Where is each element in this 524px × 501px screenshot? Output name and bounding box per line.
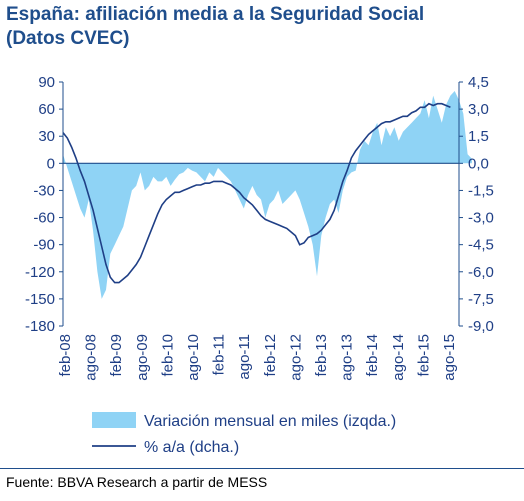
source-note: Fuente: BBVA Research a partir de MESS [6,474,268,490]
left-tick-label: 60 [38,101,55,118]
right-tick-label: 1,5 [468,128,489,145]
right-tick-label: 0,0 [468,155,489,172]
left-tick-label: 30 [38,128,55,145]
legend-label-line: % a/a (dcha.) [144,439,239,456]
right-tick-label: -7,5 [468,291,494,308]
chart-title: España: afiliación media a la Seguridad … [6,3,518,51]
x-tick-label: ago-13 [339,334,356,381]
right-tick-label: -4,5 [468,237,494,254]
left-tick-label: -150 [25,291,55,308]
left-tick-label: -30 [33,182,55,199]
chart-title-line-2: (Datos CVEC) [6,28,130,49]
x-tick-label: feb-08 [57,334,74,377]
legend-label-area: Variación mensual en miles (izqda.) [144,413,396,430]
right-tick-label: -9,0 [468,318,494,335]
x-tick-label: feb-12 [262,334,279,377]
left-tick-label: 0 [47,155,55,172]
x-tick-label: ago-08 [83,334,100,381]
right-tick-label: 3,0 [468,101,489,118]
x-tick-label: feb-09 [108,334,125,377]
left-tick-label: -180 [25,318,55,335]
x-tick-label: ago-14 [390,334,407,381]
chart: 90 60 30 0 -30 -60 -90 -120 -150 -180 4,5 3,0 1,5 0,0… [25,74,494,456]
left-tick-label: -60 [33,210,55,227]
x-tick-label: ago-09 [134,334,151,381]
x-tick-label: ago-12 [287,334,304,381]
x-tick-label: feb-14 [364,334,381,377]
x-tick-label: feb-11 [211,334,228,375]
x-tick-label: ago-15 [441,334,458,381]
left-tick-label: -120 [25,264,55,281]
right-tick-label: -1,5 [468,182,494,199]
right-tick-label: -6,0 [468,264,494,281]
left-tick-label: -90 [33,237,55,254]
legend-swatch-area [92,412,136,428]
x-tick-label: feb-13 [313,334,330,377]
series-area-monthly-variation [63,91,472,299]
chart-title-line-1: España: afiliación media a la Seguridad … [6,4,425,25]
x-tick-label: feb-15 [415,334,432,377]
right-tick-label: 4,5 [468,74,489,91]
divider [0,468,524,469]
x-tick-label: ago-10 [185,334,202,381]
x-tick-label: ago-11 [236,334,253,380]
series-line-yoy-pct [62,102,451,284]
x-tick-label: feb-10 [159,334,176,377]
left-tick-label: 90 [38,74,55,91]
right-tick-label: -3,0 [468,210,494,227]
